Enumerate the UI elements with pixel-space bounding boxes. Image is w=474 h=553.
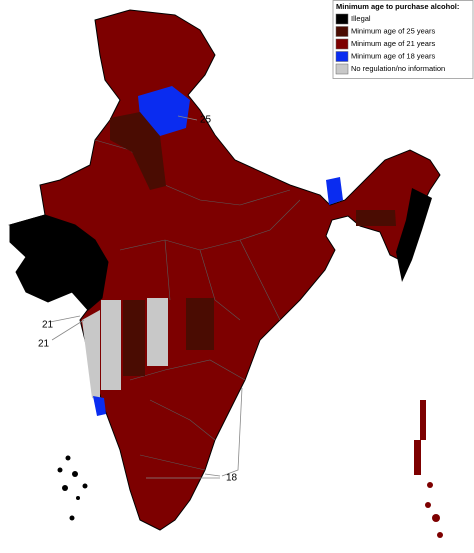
legend-swatch <box>335 63 349 75</box>
legend-label: Minimum age of 18 years <box>351 51 435 60</box>
region <box>110 112 166 190</box>
region <box>101 300 121 390</box>
region <box>93 396 106 416</box>
annotation: 21 <box>38 339 50 350</box>
legend-swatch <box>335 13 349 25</box>
region <box>356 210 396 226</box>
legend-swatch <box>335 51 349 62</box>
annotation: 18 <box>226 473 238 484</box>
annotation: 21 <box>42 320 54 331</box>
legend-label: No regulation/no information <box>351 64 445 73</box>
island-group <box>414 400 443 538</box>
region <box>396 188 432 282</box>
state-border <box>94 139 301 471</box>
legend-title: Minimum age to purchase alcohol: <box>336 2 459 11</box>
legend-label: Minimum age of 21 years <box>351 39 435 48</box>
legend: Minimum age to purchase alcohol: Illegal… <box>332 0 474 79</box>
region <box>123 300 145 376</box>
legend-label: Minimum age of 25 years <box>351 26 435 35</box>
legend-label: Illegal <box>351 14 371 23</box>
region <box>326 177 343 205</box>
legend-swatch <box>335 38 349 50</box>
legend-swatch <box>335 26 349 37</box>
region <box>147 298 168 366</box>
annotation: 25 <box>200 115 212 126</box>
leader-line <box>49 115 243 479</box>
island-group <box>57 455 88 521</box>
region <box>186 298 214 350</box>
region <box>138 86 190 136</box>
region <box>9 214 109 311</box>
legend-box <box>332 0 474 79</box>
region <box>82 310 100 400</box>
